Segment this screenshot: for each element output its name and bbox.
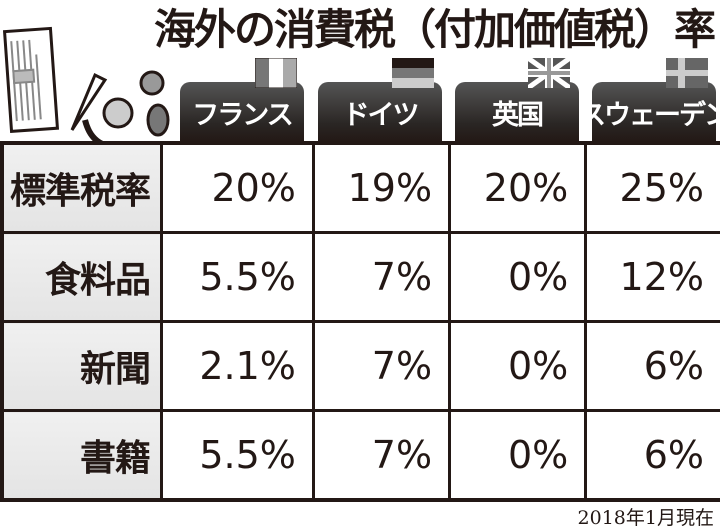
row-header: 書籍 [0,409,163,502]
newspaper-icon [2,26,60,134]
table-cell: 20% [448,141,588,234]
cabbage-icon [102,97,134,129]
vat-table: 標準税率 20% 19% 20% 25% 食料品 5.5% 7% 0% 12% 新聞 2.1% 7% 0%… [0,141,720,502]
france-flag-icon [255,58,297,88]
carrot-icon [70,72,108,131]
table-cell: 25% [584,141,720,234]
table-cell: 19% [311,141,452,234]
chart-title: 海外の消費税（付加価値税）率 [153,5,716,54]
tomato-icon [139,70,165,96]
table-cell: 6% [584,320,720,412]
column-header-france: フランス [180,82,304,142]
table-cell: 7% [311,320,452,412]
table-cell: 6% [584,409,720,502]
table-cell: 0% [448,320,588,412]
uk-flag-icon [528,58,570,88]
table-cell: 7% [311,409,452,502]
table-row: 新聞 2.1% 7% 0% 6% [0,320,720,412]
table-cell: 0% [448,409,588,502]
table-cell: 5.5% [160,231,315,323]
row-header: 食料品 [0,231,163,323]
sweden-flag-icon [666,58,708,88]
table-row: 食料品 5.5% 7% 0% 12% [0,231,720,323]
table-row: 標準税率 20% 19% 20% 25% [0,141,720,234]
row-header: 標準税率 [0,141,163,234]
table-cell: 5.5% [160,409,315,502]
column-header-sweden: スウェーデン [579,82,720,142]
table-row: 書籍 5.5% 7% 0% 6% [0,409,720,502]
table-cell: 20% [160,141,315,234]
column-header-uk: 英国 [455,82,579,142]
column-header-germany: ドイツ [318,82,442,142]
germany-flag-icon [392,58,434,88]
table-cell: 7% [311,231,452,323]
row-header: 新聞 [0,320,163,412]
table-cell: 0% [448,231,588,323]
eggplant-icon [146,103,170,137]
newspaper-vegetables-illustration [2,26,170,145]
table-cell: 12% [584,231,720,323]
as-of-note: 2018年1月現在 [577,507,714,529]
table-cell: 2.1% [160,320,315,412]
